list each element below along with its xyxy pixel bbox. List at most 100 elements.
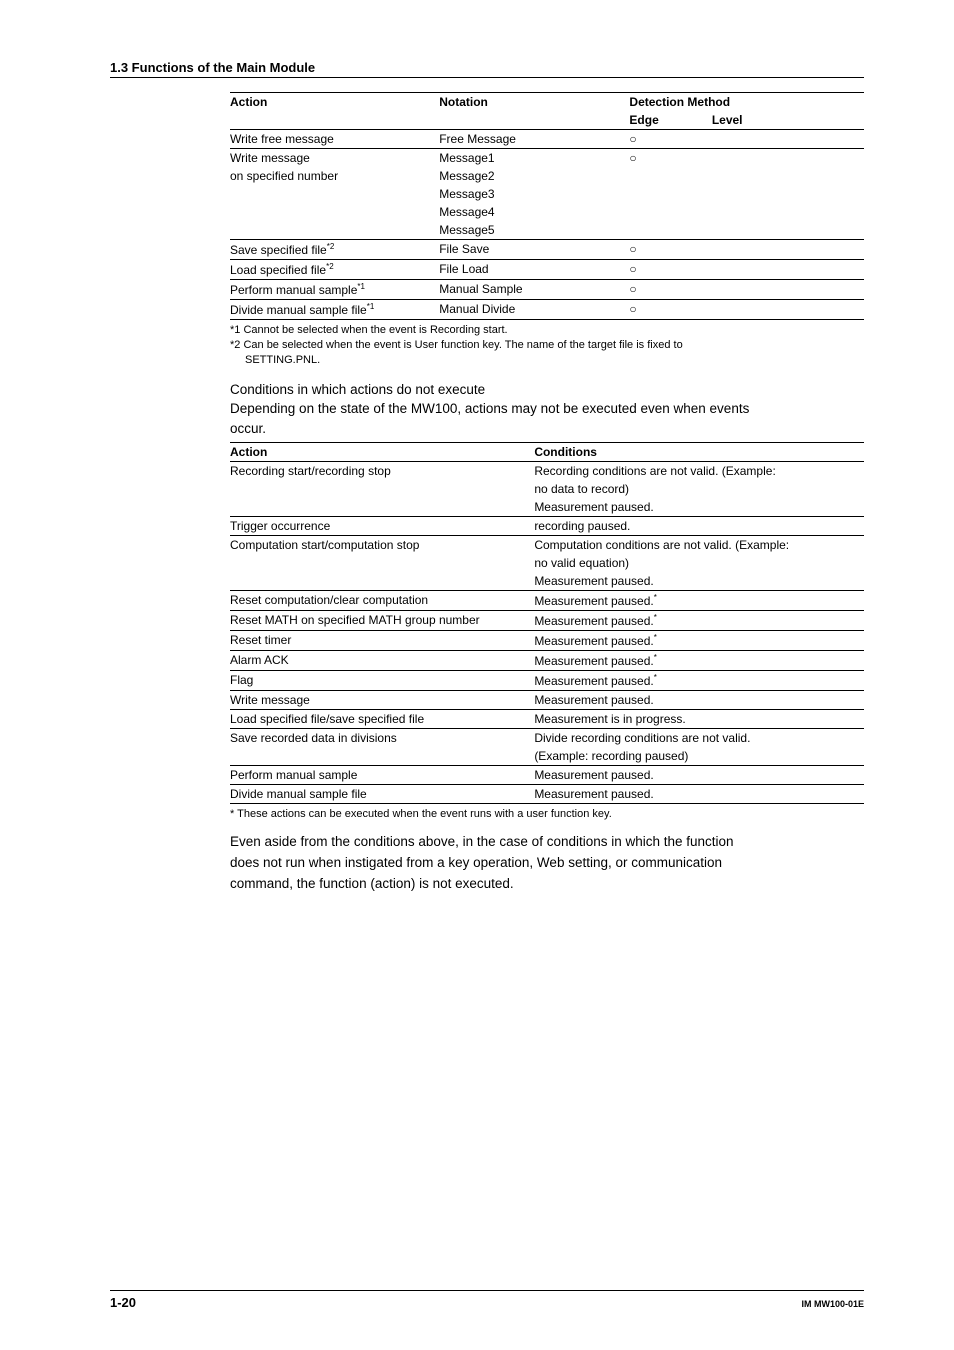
cell-action2: Perform manual sample xyxy=(230,766,534,785)
cell-condition: Measurement paused.* xyxy=(534,671,864,691)
action-conditions-table: Action Conditions Recording start/record… xyxy=(230,442,864,804)
cell-level xyxy=(712,240,864,260)
cell-edge: ○ xyxy=(629,149,711,168)
cell-action xyxy=(230,203,439,221)
cell-edge xyxy=(629,167,711,185)
section-heading: 1.3 Functions of the Main Module xyxy=(110,60,864,78)
cell-notation: Message3 xyxy=(439,185,629,203)
cell-action2 xyxy=(230,554,534,572)
table1-footnotes: *1 Cannot be selected when the event is … xyxy=(230,323,864,368)
cell-condition: no valid equation) xyxy=(534,554,864,572)
cell-action2: Recording start/recording stop xyxy=(230,462,534,481)
cell-condition: Measurement paused. xyxy=(534,572,864,591)
cell-edge xyxy=(629,203,711,221)
th-conditions: Conditions xyxy=(534,443,864,462)
cell-notation: File Load xyxy=(439,260,629,280)
cell-condition: Measurement paused.* xyxy=(534,611,864,631)
cell-condition: Computation conditions are not valid. (E… xyxy=(534,536,864,555)
cell-condition-sup: * xyxy=(654,653,657,662)
cell-edge xyxy=(629,221,711,240)
cell-level xyxy=(712,260,864,280)
tail-p1: Even aside from the conditions above, in… xyxy=(230,832,864,853)
footnote-2b: SETTING.PNL. xyxy=(230,353,864,368)
cell-action xyxy=(230,185,439,203)
th-edge: Edge xyxy=(629,111,711,130)
cell-action: on specified number xyxy=(230,167,439,185)
cell-action-sup: *1 xyxy=(357,282,365,291)
cell-notation: Message1 xyxy=(439,149,629,168)
cell-level xyxy=(712,167,864,185)
cell-action: Write free message xyxy=(230,130,439,149)
cell-level xyxy=(712,300,864,320)
cell-edge: ○ xyxy=(629,260,711,280)
cell-notation: Message2 xyxy=(439,167,629,185)
cell-condition-sup: * xyxy=(654,633,657,642)
cell-action2 xyxy=(230,747,534,766)
cell-action2: Trigger occurrence xyxy=(230,517,534,536)
cell-action2: Divide manual sample file xyxy=(230,785,534,804)
cell-action: Load specified file*2 xyxy=(230,260,439,280)
th-action2: Action xyxy=(230,443,534,462)
actions-notation-table: Action Notation Detection Method Edge Le… xyxy=(230,92,864,320)
cell-level xyxy=(712,185,864,203)
cell-condition: recording paused. xyxy=(534,517,864,536)
cell-condition: no data to record) xyxy=(534,480,864,498)
conditions-intro-line2: occur. xyxy=(230,419,864,440)
cell-action2 xyxy=(230,498,534,517)
th-detection: Detection Method xyxy=(629,93,864,112)
cell-action2: Flag xyxy=(230,671,534,691)
cell-notation: Free Message xyxy=(439,130,629,149)
cell-condition-sup: * xyxy=(654,673,657,682)
table2-footnote: * These actions can be executed when the… xyxy=(230,807,864,822)
page-footer: 1-20 IM MW100-01E xyxy=(110,1290,864,1310)
cell-notation: Message5 xyxy=(439,221,629,240)
cell-action: Write message xyxy=(230,149,439,168)
cell-notation: Manual Sample xyxy=(439,280,629,300)
cell-edge xyxy=(629,185,711,203)
cell-action2: Reset MATH on specified MATH group numbe… xyxy=(230,611,534,631)
cell-action: Divide manual sample file*1 xyxy=(230,300,439,320)
cell-level xyxy=(712,130,864,149)
cell-action-sup: *1 xyxy=(367,302,375,311)
cell-action2: Reset timer xyxy=(230,631,534,651)
cell-condition: Divide recording conditions are not vali… xyxy=(534,729,864,748)
cell-condition: Measurement paused. xyxy=(534,785,864,804)
cell-action-sup: *2 xyxy=(326,262,334,271)
cell-action-sup: *2 xyxy=(327,242,335,251)
footnote-2a: *2 Can be selected when the event is Use… xyxy=(230,338,864,353)
cell-condition: Measurement paused. xyxy=(534,691,864,710)
cell-condition: Measurement paused. xyxy=(534,766,864,785)
cell-edge: ○ xyxy=(629,130,711,149)
cell-action2: Write message xyxy=(230,691,534,710)
cell-condition: Measurement paused. xyxy=(534,498,864,517)
cell-condition-sup: * xyxy=(654,613,657,622)
cell-action2 xyxy=(230,572,534,591)
cell-edge: ○ xyxy=(629,240,711,260)
cell-condition: Measurement paused.* xyxy=(534,591,864,611)
cell-action2 xyxy=(230,480,534,498)
cell-notation: File Save xyxy=(439,240,629,260)
conditions-subhead: Conditions in which actions do not execu… xyxy=(230,382,864,397)
conditions-intro-line1: Depending on the state of the MW100, act… xyxy=(230,399,864,420)
cell-action2: Save recorded data in divisions xyxy=(230,729,534,748)
cell-condition-sup: * xyxy=(654,593,657,602)
th-level: Level xyxy=(712,111,864,130)
cell-level xyxy=(712,203,864,221)
cell-level xyxy=(712,221,864,240)
cell-action: Perform manual sample*1 xyxy=(230,280,439,300)
cell-condition: Measurement is in progress. xyxy=(534,710,864,729)
cell-edge: ○ xyxy=(629,280,711,300)
footnote-1: *1 Cannot be selected when the event is … xyxy=(230,323,864,338)
cell-condition: Measurement paused.* xyxy=(534,631,864,651)
cell-condition: (Example: recording paused) xyxy=(534,747,864,766)
cell-action: Save specified file*2 xyxy=(230,240,439,260)
document-id: IM MW100-01E xyxy=(801,1299,864,1309)
tail-p2: does not run when instigated from a key … xyxy=(230,853,864,874)
th-notation: Notation xyxy=(439,93,629,130)
cell-level xyxy=(712,149,864,168)
cell-notation: Message4 xyxy=(439,203,629,221)
cell-action2: Load specified file/save specified file xyxy=(230,710,534,729)
cell-action2: Computation start/computation stop xyxy=(230,536,534,555)
cell-action2: Reset computation/clear computation xyxy=(230,591,534,611)
cell-level xyxy=(712,280,864,300)
